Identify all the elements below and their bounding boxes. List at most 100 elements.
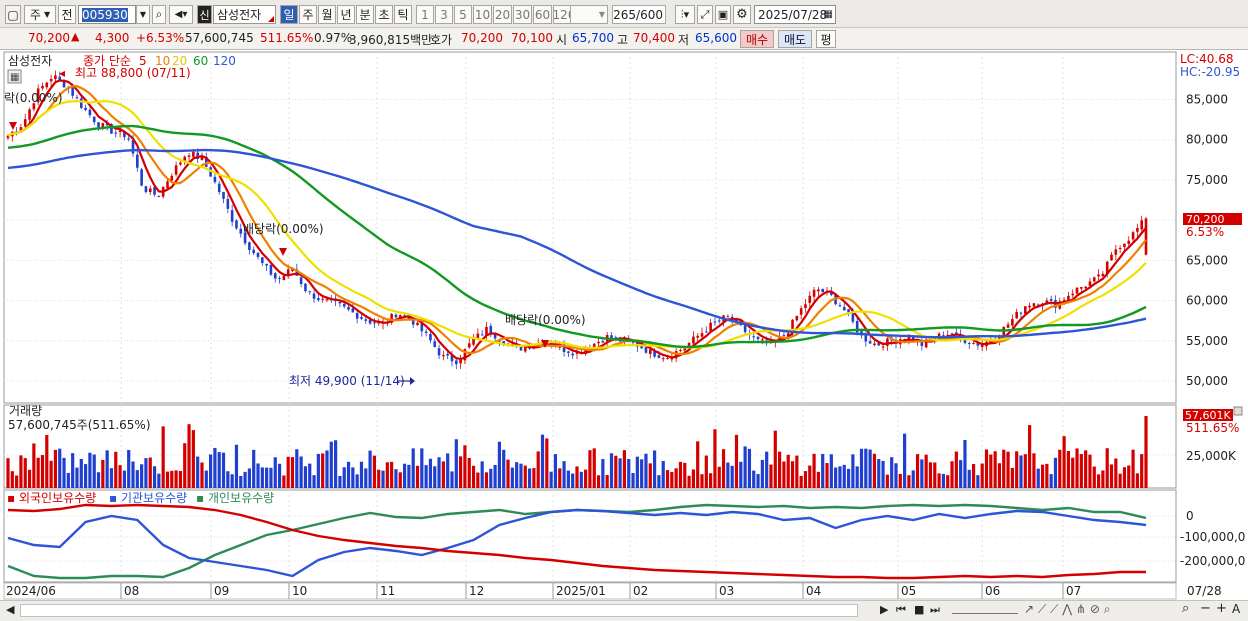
gear-icon[interactable]: ⚙ bbox=[733, 5, 751, 24]
candle-body bbox=[1123, 243, 1126, 248]
speaker-icon[interactable]: ◀▾ bbox=[169, 5, 193, 24]
interval-tab[interactable]: 5 bbox=[454, 5, 472, 24]
volume-bar bbox=[484, 472, 489, 488]
x-axis-tick: 05 bbox=[901, 584, 916, 598]
stop-icon[interactable]: ■ bbox=[914, 603, 925, 616]
candle-body bbox=[36, 88, 40, 103]
grid-lines bbox=[4, 52, 1176, 599]
volume-bar bbox=[540, 434, 545, 488]
volume-bar bbox=[1049, 474, 1053, 488]
period-tab[interactable]: 년 bbox=[337, 5, 355, 24]
period-tab[interactable]: 틱 bbox=[394, 5, 412, 24]
eval-button[interactable]: 평 bbox=[816, 30, 836, 48]
chart-scrollbar[interactable]: ◀ ▶ ⏮ ■ ⏭ ↗ ⟋ ⟋ ⋀ ⋔ ⊘ ⌕ ⌕ − + A bbox=[0, 600, 1248, 621]
period-tab[interactable]: 주 bbox=[299, 5, 317, 24]
candle-body bbox=[1067, 295, 1070, 301]
volume-bar bbox=[795, 455, 799, 488]
candle-body bbox=[1015, 311, 1018, 319]
trade-prefix-badge: 신 bbox=[197, 5, 212, 24]
candle-body bbox=[28, 109, 31, 120]
volume-bar bbox=[765, 451, 769, 488]
volume-bar bbox=[32, 443, 36, 488]
candle-type-icon[interactable]: ⫶▾ bbox=[675, 5, 695, 24]
prev-button[interactable]: 전 bbox=[58, 5, 76, 24]
close-icon[interactable] bbox=[1233, 406, 1243, 416]
volume-bar bbox=[777, 451, 782, 488]
panel-menu-icon[interactable] bbox=[7, 69, 22, 84]
volume-bar bbox=[407, 464, 411, 488]
price-y-tick: 65,000 bbox=[1186, 253, 1228, 267]
stock-chart[interactable]: 85,00080,00075,00070,00065,00060,00055,0… bbox=[0, 50, 1248, 621]
sell-button[interactable]: 매도 bbox=[778, 30, 812, 48]
interval-tab[interactable]: 30 bbox=[513, 5, 532, 24]
buy-button[interactable]: 매수 bbox=[740, 30, 774, 48]
volume-bar bbox=[946, 475, 950, 488]
market-type-dropdown[interactable]: 주 ▼ bbox=[24, 5, 56, 24]
candle-body bbox=[817, 289, 820, 292]
font-size-icon[interactable]: A bbox=[1232, 602, 1241, 616]
stock-code-input[interactable]: 005930 bbox=[78, 5, 136, 24]
draw-tool-icon[interactable]: ⤢ bbox=[697, 5, 713, 24]
period-tab[interactable]: 월 bbox=[318, 5, 336, 24]
volume-bar bbox=[864, 448, 868, 488]
candle-body bbox=[403, 315, 406, 317]
period-tab[interactable]: 일 bbox=[280, 5, 298, 24]
code-dropdown-icon[interactable]: ▼ bbox=[136, 5, 150, 24]
interval-dropdown[interactable]: ▼ bbox=[570, 5, 608, 24]
volume-bar bbox=[424, 465, 428, 488]
volume-bar bbox=[971, 464, 976, 488]
period-tab[interactable]: 분 bbox=[356, 5, 374, 24]
candle-body bbox=[437, 348, 441, 356]
volume-panel-title: 거래량 bbox=[9, 404, 42, 418]
candle-body bbox=[463, 349, 467, 361]
volume-bar bbox=[596, 475, 601, 488]
volume-bar bbox=[157, 473, 161, 488]
count-field[interactable]: 265/600 bbox=[612, 5, 666, 24]
zoom-out-icon[interactable]: − bbox=[1200, 601, 1211, 616]
volume-bar bbox=[652, 450, 657, 488]
candle-body bbox=[1114, 249, 1118, 255]
date-field[interactable]: 2025/07/28 ▦ bbox=[754, 5, 836, 24]
interval-tab[interactable]: 10 bbox=[473, 5, 492, 24]
volume-bar bbox=[1105, 448, 1109, 488]
volume-bar bbox=[1019, 455, 1023, 488]
volume-bar bbox=[15, 475, 19, 488]
volume-bar bbox=[834, 467, 838, 488]
change-percent: +6.53% bbox=[136, 31, 185, 45]
scroll-right-icon[interactable]: ▶ bbox=[880, 603, 889, 616]
volume-bar bbox=[144, 458, 148, 488]
skip-forward-icon[interactable]: ⏭ bbox=[930, 603, 940, 616]
holding-lines bbox=[7, 503, 1147, 580]
candle-body bbox=[373, 322, 376, 324]
candle-body bbox=[127, 138, 130, 140]
volume-bar bbox=[152, 466, 157, 488]
interval-tab[interactable]: 20 bbox=[493, 5, 512, 24]
zoom-in-icon[interactable]: + bbox=[1216, 601, 1227, 616]
candle-body bbox=[243, 232, 247, 244]
save-icon[interactable]: ▣ bbox=[715, 5, 731, 24]
candle-body bbox=[761, 339, 764, 341]
hc-label: HC:-20.95 bbox=[1180, 65, 1240, 79]
interval-tab[interactable]: 1 bbox=[416, 5, 434, 24]
stock-name-field[interactable]: 삼성전자 bbox=[213, 5, 276, 24]
volume-bar bbox=[394, 469, 398, 488]
zoom-icon[interactable]: ⌕ bbox=[1182, 601, 1190, 616]
interval-tab[interactable]: 60 bbox=[533, 5, 552, 24]
skip-back-icon[interactable]: ⏮ bbox=[896, 603, 906, 616]
interval-tab[interactable]: 3 bbox=[435, 5, 453, 24]
candle-body bbox=[1080, 287, 1083, 289]
search-icon[interactable]: ⌕ bbox=[152, 5, 166, 24]
volume-badge bbox=[1183, 409, 1233, 421]
period-tab[interactable]: 초 bbox=[375, 5, 393, 24]
volume-bar bbox=[234, 444, 239, 488]
window-icon[interactable]: ▢ bbox=[5, 5, 21, 24]
draw-tools-icon[interactable]: ↗ ⟋ ⟋ ⋀ ⋔ ⊘ ⌕ bbox=[1024, 602, 1111, 616]
candle-body bbox=[256, 252, 260, 257]
candle-body bbox=[924, 339, 928, 348]
candle-body bbox=[192, 151, 195, 157]
zoom-slider[interactable] bbox=[952, 605, 1018, 614]
scroll-left-icon[interactable]: ◀ bbox=[6, 603, 15, 616]
volume-bar bbox=[45, 434, 49, 488]
scroll-track[interactable] bbox=[20, 604, 858, 617]
volume-bar bbox=[96, 472, 101, 488]
